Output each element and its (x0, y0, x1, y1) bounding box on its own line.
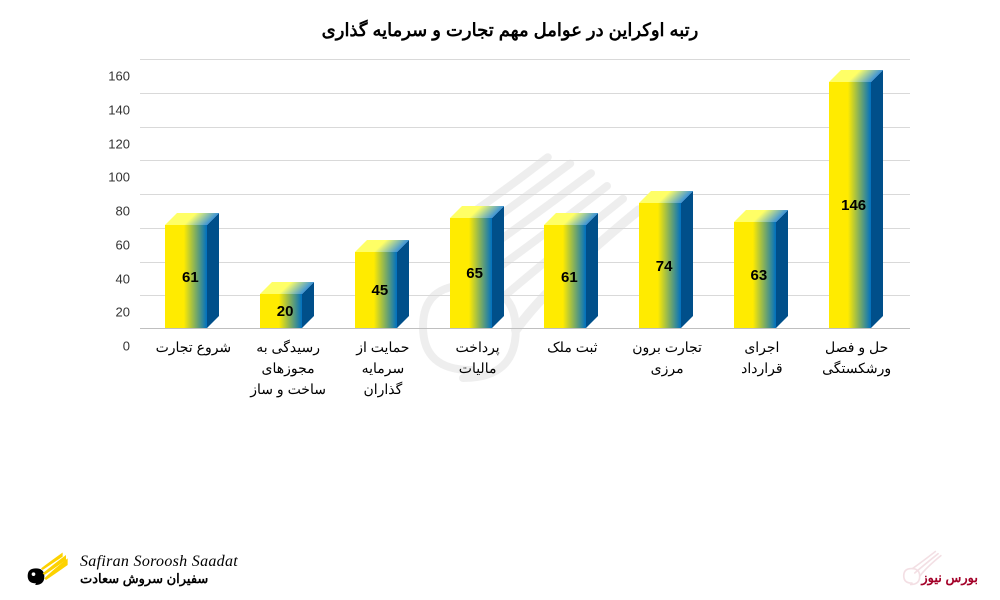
footer-brand: Safiran Soroosh Saadat سفیران سروش سعادت (20, 550, 238, 590)
y-axis-labels: 020406080100120140160 (100, 76, 136, 346)
y-tick-label: 140 (108, 102, 130, 117)
x-tick-label: تجارت برون مرزی (627, 337, 707, 400)
x-tick-label: شروع تجارت (153, 337, 233, 400)
bar-value-label: 65 (450, 265, 500, 282)
x-tick-label: حمایت از سرمایه گذاران (343, 337, 423, 400)
bar-value-label: 45 (355, 282, 405, 299)
bars-container: 61 20 45 65 61 74 63 146 (140, 59, 910, 328)
brand-name-fa: سفیران سروش سعادت (80, 571, 238, 587)
y-tick-label: 160 (108, 69, 130, 84)
chart-title: رتبه اوکراین در عوامل مهم تجارت و سرمایه… (100, 20, 920, 41)
footer-source: بورس نیوز (921, 570, 978, 586)
y-tick-label: 60 (116, 237, 130, 252)
x-tick-label: ثبت ملک (532, 337, 612, 400)
bar: 20 (260, 294, 316, 328)
bar: 61 (165, 225, 221, 328)
bar: 61 (544, 225, 600, 328)
y-tick-label: 100 (108, 170, 130, 185)
y-tick-label: 40 (116, 271, 130, 286)
bar-value-label: 63 (734, 267, 784, 284)
bar: 63 (734, 222, 790, 328)
chart-container: رتبه اوکراین در عوامل مهم تجارت و سرمایه… (100, 20, 920, 500)
y-tick-label: 120 (108, 136, 130, 151)
plot-area: 61 20 45 65 61 74 63 146 (140, 59, 910, 329)
y-tick-label: 80 (116, 204, 130, 219)
bar: 65 (450, 218, 506, 328)
y-tick-label: 20 (116, 305, 130, 320)
bar: 45 (355, 252, 411, 328)
y-tick-label: 0 (123, 339, 130, 354)
bar-value-label: 146 (829, 197, 879, 214)
x-tick-label: حل و فصل ورشکستگی (817, 337, 897, 400)
bar: 146 (829, 82, 885, 328)
x-tick-label: پرداخت مالیات (438, 337, 518, 400)
bar-value-label: 74 (639, 258, 689, 275)
bar: 74 (639, 203, 695, 328)
brand-name-en: Safiran Soroosh Saadat (80, 553, 238, 571)
bar-value-label: 61 (544, 269, 594, 286)
brand-bird-icon (20, 550, 72, 590)
bar-value-label: 20 (260, 303, 310, 320)
x-tick-label: رسیدگی به مجوزهای ساخت و ساز (248, 337, 328, 400)
bar-value-label: 61 (165, 269, 215, 286)
x-axis-labels: شروع تجارترسیدگی به مجوزهای ساخت و سازحم… (140, 337, 910, 400)
x-tick-label: اجرای قرارداد (722, 337, 802, 400)
